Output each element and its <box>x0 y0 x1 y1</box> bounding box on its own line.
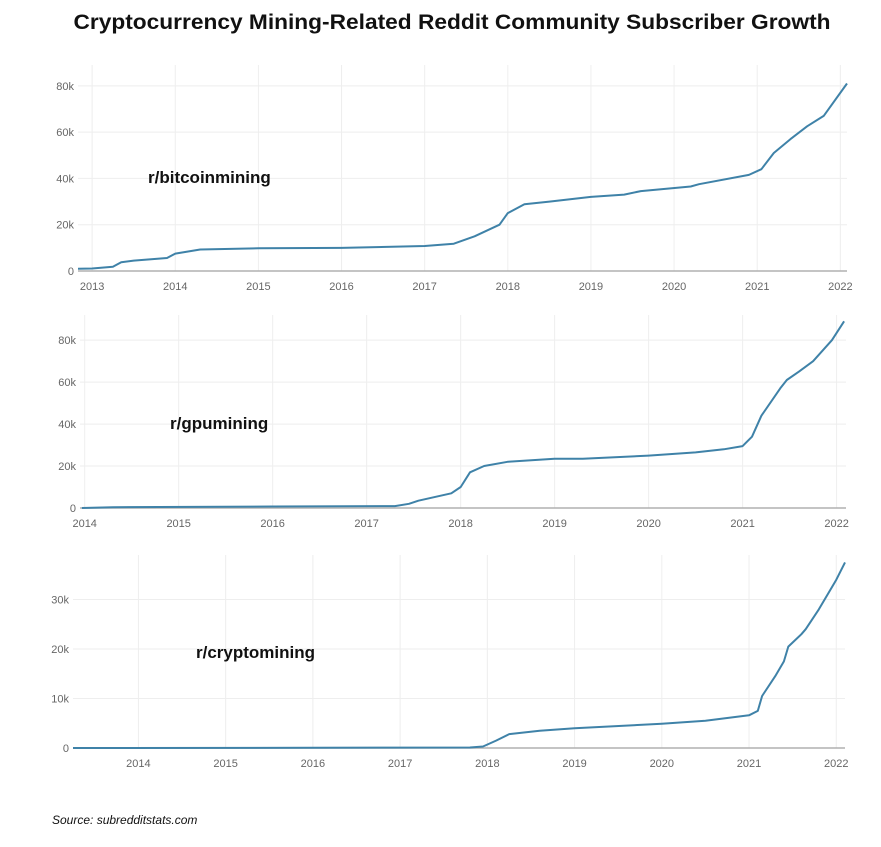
chart-title: Cryptocurrency Mining-Related Reddit Com… <box>74 11 831 34</box>
x-tick-label: 2014 <box>72 518 96 530</box>
x-tick-label: 2021 <box>737 758 761 770</box>
panel-2: 2014 2015 2016 2017 2018 2019 2020 2021 2022 0 20k… <box>58 315 849 530</box>
subreddit-label: r/gpumining <box>170 414 268 433</box>
x-tick-label: 2015 <box>246 281 270 293</box>
x-tick-label: 2014 <box>163 281 187 293</box>
y-tick-label: 10k <box>51 694 69 706</box>
y-tick-label: 40k <box>58 419 76 431</box>
x-tick-label: 2017 <box>388 758 412 770</box>
x-tick-label: 2016 <box>301 758 325 770</box>
x-tick-label: 2020 <box>662 281 686 293</box>
source-note: Source: subredditstats.com <box>52 813 197 827</box>
y-tick-label: 0 <box>63 743 69 755</box>
x-tick-label: 2017 <box>354 518 378 530</box>
x-tick-label: 2019 <box>579 281 603 293</box>
x-tick-label: 2018 <box>475 758 499 770</box>
y-tick-label: 20k <box>51 644 69 656</box>
series-line <box>72 561 846 749</box>
y-tick-label: 80k <box>56 81 74 93</box>
y-tick-label: 60k <box>56 127 74 139</box>
panel-3: 2014 2015 2016 2017 2018 2019 2020 2021 2022 0 10k… <box>51 555 849 770</box>
x-tick-label: 2019 <box>542 518 566 530</box>
y-tick-label: 0 <box>70 503 76 515</box>
x-tick-label: 2021 <box>745 281 769 293</box>
y-tick-label: 20k <box>58 461 76 473</box>
x-tick-label: 2019 <box>562 758 586 770</box>
x-tick-label: 2015 <box>166 518 190 530</box>
y-tick-label: 40k <box>56 173 74 185</box>
x-tick-label: 2014 <box>126 758 150 770</box>
x-tick-label: 2018 <box>448 518 472 530</box>
x-tick-label: 2017 <box>412 281 436 293</box>
subreddit-label: r/bitcoinmining <box>148 168 271 187</box>
y-tick-label: 30k <box>51 595 69 607</box>
series-line <box>81 320 845 509</box>
x-tick-label: 2018 <box>496 281 520 293</box>
panel-1: 2013 2014 2015 2016 2017 2018 2019 2020 2021 2022… <box>56 65 853 293</box>
y-tick-label: 60k <box>58 377 76 389</box>
x-tick-label: 2022 <box>828 281 852 293</box>
x-tick-label: 2020 <box>636 518 660 530</box>
subreddit-label: r/cryptomining <box>196 643 315 662</box>
x-tick-label: 2016 <box>260 518 284 530</box>
x-tick-label: 2013 <box>80 281 104 293</box>
x-tick-label: 2020 <box>650 758 674 770</box>
x-tick-label: 2021 <box>730 518 754 530</box>
x-tick-label: 2022 <box>824 518 848 530</box>
y-tick-label: 80k <box>58 335 76 347</box>
x-tick-label: 2022 <box>824 758 848 770</box>
x-tick-label: 2016 <box>329 281 353 293</box>
y-tick-label: 0 <box>68 266 74 278</box>
y-tick-label: 20k <box>56 220 74 232</box>
series-line <box>77 82 848 270</box>
x-tick-label: 2015 <box>213 758 237 770</box>
